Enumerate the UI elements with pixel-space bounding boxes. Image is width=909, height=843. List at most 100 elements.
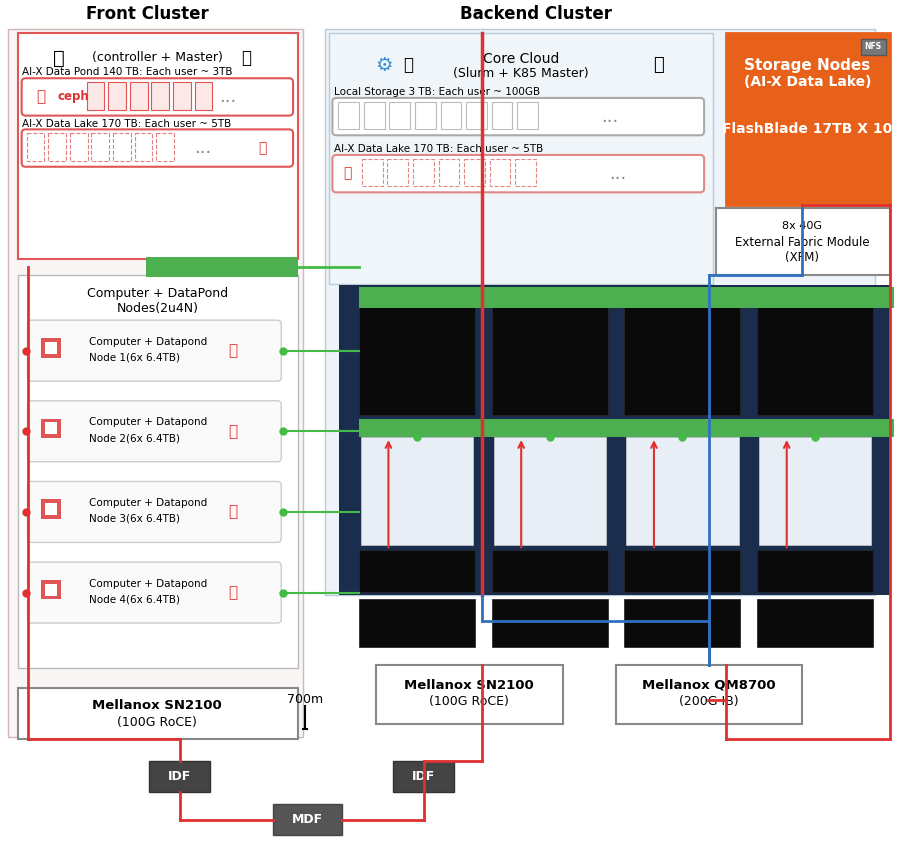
FancyBboxPatch shape — [517, 102, 538, 129]
Text: Node 2(6x 6.4TB): Node 2(6x 6.4TB) — [88, 433, 179, 443]
Text: Mellanox QM8700: Mellanox QM8700 — [643, 679, 776, 691]
FancyBboxPatch shape — [17, 33, 298, 259]
Text: MDF: MDF — [292, 813, 324, 826]
FancyBboxPatch shape — [325, 29, 875, 594]
FancyBboxPatch shape — [624, 599, 741, 647]
FancyBboxPatch shape — [757, 297, 874, 415]
Text: (controller + Master): (controller + Master) — [92, 51, 223, 64]
Text: (100G RoCE): (100G RoCE) — [117, 716, 197, 729]
FancyBboxPatch shape — [27, 320, 281, 381]
FancyBboxPatch shape — [361, 438, 473, 545]
FancyBboxPatch shape — [152, 82, 169, 110]
FancyBboxPatch shape — [92, 133, 109, 161]
FancyBboxPatch shape — [441, 102, 461, 129]
FancyBboxPatch shape — [145, 257, 298, 277]
FancyBboxPatch shape — [41, 418, 61, 438]
Text: FlashBlade 17TB X 10: FlashBlade 17TB X 10 — [723, 122, 893, 137]
FancyBboxPatch shape — [359, 297, 475, 415]
Text: Backend Cluster: Backend Cluster — [460, 5, 612, 23]
FancyBboxPatch shape — [45, 341, 57, 353]
Text: Local Storage 3 TB: Each user ~ 100GB: Local Storage 3 TB: Each user ~ 100GB — [335, 87, 541, 97]
Text: 📡: 📡 — [228, 343, 237, 358]
FancyBboxPatch shape — [626, 438, 738, 545]
FancyBboxPatch shape — [757, 550, 874, 592]
FancyBboxPatch shape — [41, 338, 61, 357]
Text: IDF: IDF — [412, 770, 435, 783]
Text: NFS: NFS — [864, 42, 882, 51]
FancyBboxPatch shape — [41, 580, 61, 599]
Text: Node 4(6x 6.4TB): Node 4(6x 6.4TB) — [88, 594, 179, 604]
FancyBboxPatch shape — [389, 102, 410, 129]
Text: 🔄: 🔄 — [343, 167, 351, 180]
FancyBboxPatch shape — [759, 438, 872, 545]
FancyBboxPatch shape — [22, 129, 293, 167]
FancyBboxPatch shape — [130, 82, 147, 110]
FancyBboxPatch shape — [757, 599, 874, 647]
Text: 700m: 700m — [287, 693, 323, 706]
Text: Computer + Datapond: Computer + Datapond — [88, 578, 206, 588]
Text: ...: ... — [601, 108, 618, 126]
FancyBboxPatch shape — [394, 760, 454, 792]
FancyBboxPatch shape — [339, 285, 890, 594]
FancyBboxPatch shape — [333, 98, 704, 135]
Text: AI-X Data Lake 170 TB: Each user ~ 5TB: AI-X Data Lake 170 TB: Each user ~ 5TB — [335, 144, 544, 154]
Text: Storage Nodes: Storage Nodes — [744, 58, 871, 73]
FancyBboxPatch shape — [492, 599, 608, 647]
Text: Node 3(6x 6.4TB): Node 3(6x 6.4TB) — [88, 514, 179, 524]
Text: AI-X Data Lake 170 TB: Each user ~ 5TB: AI-X Data Lake 170 TB: Each user ~ 5TB — [22, 120, 231, 130]
FancyBboxPatch shape — [27, 400, 281, 462]
FancyBboxPatch shape — [70, 133, 87, 161]
FancyBboxPatch shape — [494, 438, 605, 545]
FancyBboxPatch shape — [149, 760, 211, 792]
FancyBboxPatch shape — [439, 158, 459, 186]
FancyBboxPatch shape — [173, 82, 191, 110]
Text: 🔄: 🔄 — [258, 141, 266, 155]
Text: Mellanox SN2100: Mellanox SN2100 — [93, 699, 222, 712]
Text: Computer + DataPond: Computer + DataPond — [86, 287, 228, 300]
Text: Node 1(6x 6.4TB): Node 1(6x 6.4TB) — [88, 352, 179, 362]
Text: (100G RoCE): (100G RoCE) — [429, 695, 509, 708]
Text: Front Cluster: Front Cluster — [86, 5, 209, 23]
Text: Computer + Datapond: Computer + Datapond — [88, 417, 206, 427]
Text: 🏔: 🏔 — [403, 56, 413, 74]
FancyBboxPatch shape — [362, 158, 383, 186]
FancyBboxPatch shape — [359, 287, 894, 309]
Text: Computer + Datapond: Computer + Datapond — [88, 498, 206, 508]
FancyBboxPatch shape — [464, 158, 484, 186]
FancyBboxPatch shape — [359, 599, 475, 647]
Text: ...: ... — [609, 164, 626, 183]
Text: 📡: 📡 — [241, 49, 251, 67]
FancyBboxPatch shape — [492, 102, 513, 129]
FancyBboxPatch shape — [156, 133, 174, 161]
FancyBboxPatch shape — [375, 665, 563, 724]
Text: Mellanox SN2100: Mellanox SN2100 — [405, 679, 534, 691]
FancyBboxPatch shape — [615, 665, 803, 724]
Text: ⚙: ⚙ — [375, 56, 393, 75]
FancyBboxPatch shape — [359, 550, 475, 592]
FancyBboxPatch shape — [17, 688, 298, 739]
FancyBboxPatch shape — [624, 297, 741, 415]
Text: ceph: ceph — [57, 90, 89, 104]
FancyBboxPatch shape — [274, 804, 342, 835]
FancyBboxPatch shape — [387, 158, 408, 186]
FancyBboxPatch shape — [27, 481, 281, 542]
FancyBboxPatch shape — [492, 550, 608, 592]
Text: 8x 40G: 8x 40G — [783, 221, 823, 231]
FancyBboxPatch shape — [359, 420, 894, 438]
FancyBboxPatch shape — [195, 82, 213, 110]
FancyBboxPatch shape — [515, 158, 536, 186]
Text: AI-X Data Pond 140 TB: Each user ~ 3TB: AI-X Data Pond 140 TB: Each user ~ 3TB — [22, 67, 232, 78]
FancyBboxPatch shape — [48, 133, 65, 161]
FancyBboxPatch shape — [329, 33, 713, 284]
FancyBboxPatch shape — [45, 503, 57, 515]
FancyBboxPatch shape — [413, 158, 434, 186]
Text: 🔴: 🔴 — [53, 49, 65, 68]
FancyBboxPatch shape — [466, 102, 487, 129]
FancyBboxPatch shape — [364, 102, 385, 129]
Text: (Slurm + K85 Master): (Slurm + K85 Master) — [454, 67, 589, 80]
Text: ⭕: ⭕ — [36, 89, 45, 105]
Text: IDF: IDF — [168, 770, 192, 783]
Text: 📡: 📡 — [228, 504, 237, 519]
FancyBboxPatch shape — [27, 562, 281, 623]
FancyBboxPatch shape — [8, 29, 303, 737]
